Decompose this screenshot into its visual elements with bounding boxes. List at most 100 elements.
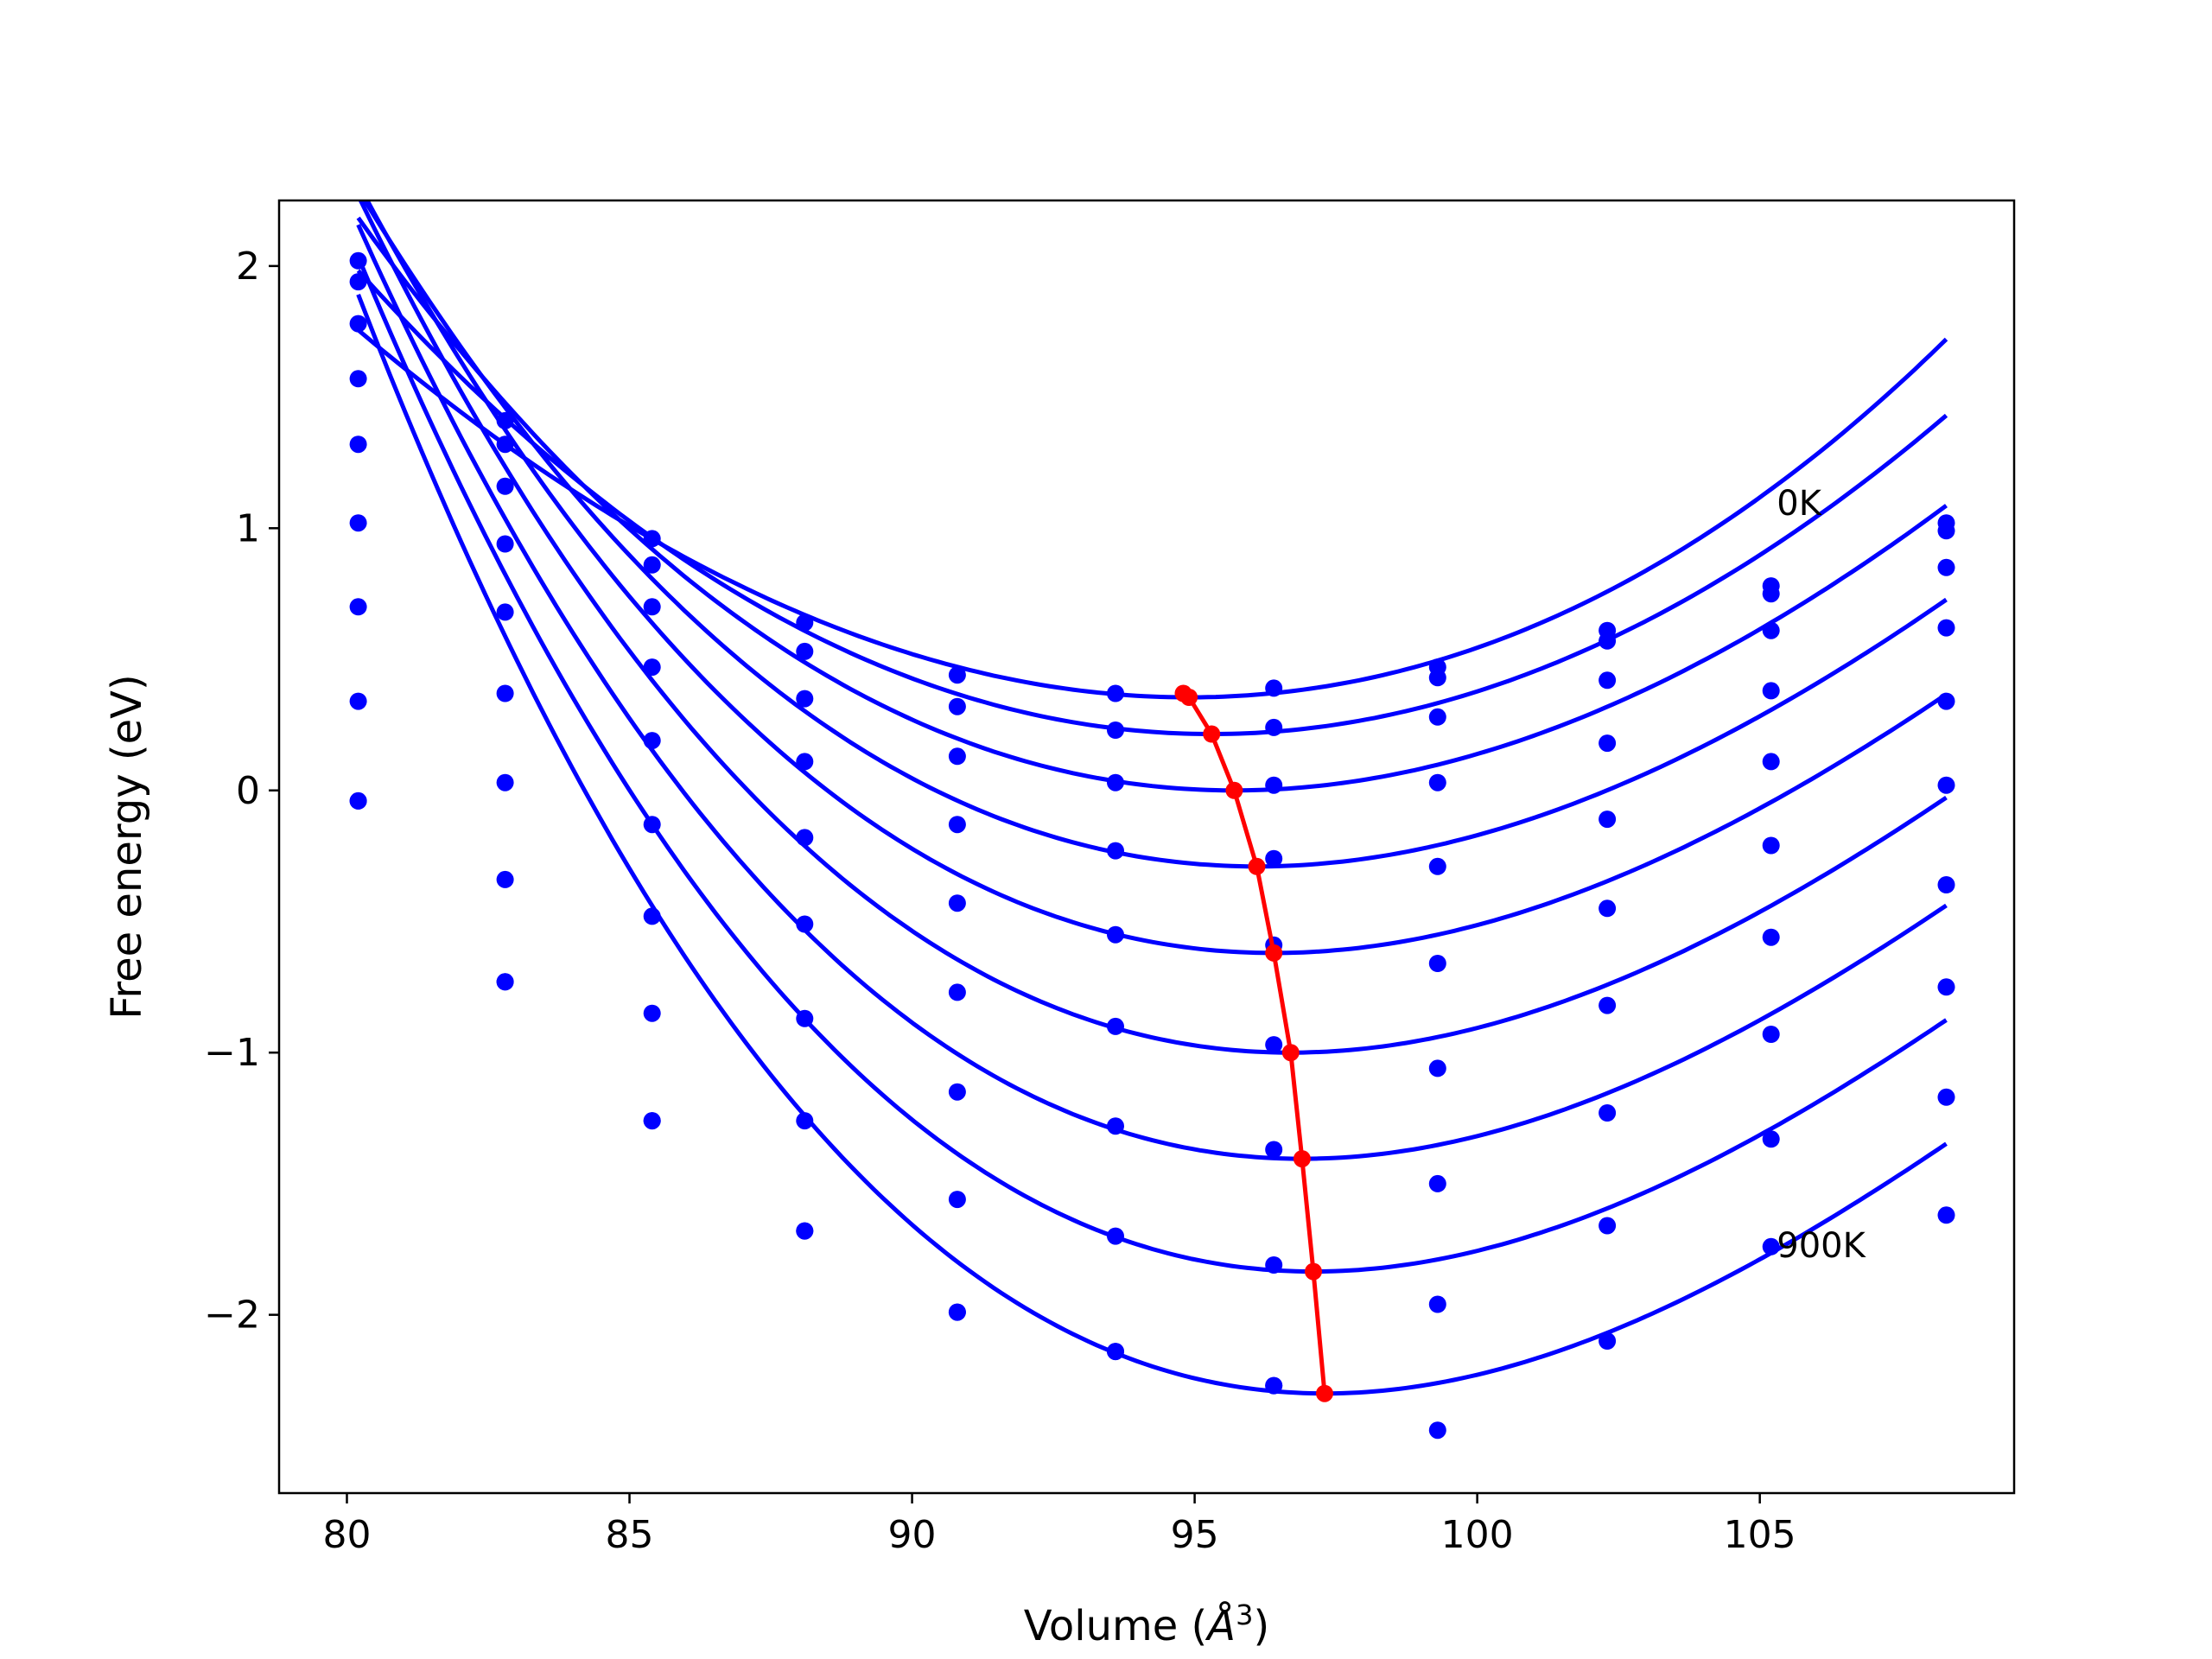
- fit-curve-5: [365, 200, 1948, 956]
- data-point-400K-5: [948, 894, 966, 912]
- data-point-900K-2: [496, 973, 514, 991]
- data-point-900K-9: [1599, 1332, 1617, 1350]
- data-point-300K-10: [1762, 682, 1780, 700]
- data-point-300K-3: [643, 658, 661, 677]
- data-point-100K-1: [349, 273, 367, 291]
- data-point-200K-10: [1762, 621, 1780, 639]
- data-point-600K-10: [1762, 928, 1780, 946]
- y-tick-label: 1: [236, 506, 260, 550]
- data-point-200K-5: [948, 747, 966, 766]
- y-tick-label: 2: [236, 245, 260, 289]
- data-point-900K-10: [1762, 1237, 1780, 1255]
- minima-line: [1174, 684, 1333, 1402]
- data-point-700K-3: [643, 1004, 661, 1022]
- data-point-100K-5: [948, 697, 966, 715]
- data-point-400K-4: [796, 829, 814, 847]
- data-point-0K-6: [1107, 684, 1124, 702]
- data-point-100K-7: [1265, 718, 1283, 736]
- data-point-900K-11: [1937, 1206, 1955, 1224]
- data-point-500K-1: [349, 514, 367, 532]
- data-point-600K-4: [796, 1009, 814, 1027]
- data-point-0K-4: [796, 613, 814, 632]
- x-tick-label: 105: [1724, 1513, 1796, 1557]
- data-point-500K-11: [1937, 776, 1955, 794]
- minima-path: [1182, 691, 1327, 1394]
- data-point-300K-4: [796, 753, 814, 771]
- data-point-300K-6: [1107, 842, 1124, 860]
- data-point-100K-9: [1599, 632, 1617, 650]
- data-point-900K-7: [1265, 1376, 1283, 1395]
- data-point-700K-10: [1762, 1026, 1780, 1043]
- minimum-point-8: [1293, 1150, 1311, 1168]
- data-point-600K-6: [1107, 1117, 1124, 1135]
- data-point-600K-7: [1265, 1141, 1283, 1159]
- data-point-900K-5: [948, 1303, 966, 1321]
- data-point-200K-2: [496, 477, 514, 495]
- y-axis-label: Free energy (eV): [103, 674, 151, 1019]
- fit-curve-3: [356, 216, 1948, 793]
- data-point-200K-1: [349, 315, 367, 333]
- data-point-400K-2: [496, 603, 514, 621]
- data-point-400K-9: [1599, 810, 1617, 829]
- data-point-500K-9: [1599, 899, 1617, 918]
- data-point-700K-11: [1937, 978, 1955, 996]
- data-point-100K-2: [496, 435, 514, 454]
- data-point-900K-6: [1107, 1343, 1124, 1361]
- data-point-700K-8: [1428, 1174, 1446, 1192]
- data-point-100K-8: [1428, 669, 1446, 687]
- x-axis-label-symbol: Å: [1205, 1601, 1236, 1650]
- minimum-point-4: [1225, 781, 1243, 799]
- curve-annotations: 0K 900K: [1777, 484, 1866, 1266]
- fit-curve-9: [356, 293, 1948, 1396]
- data-point-300K-7: [1265, 849, 1283, 868]
- data-point-500K-7: [1265, 1036, 1283, 1054]
- x-axis-label-prefix: Volume (: [1024, 1602, 1208, 1650]
- data-point-800K-10: [1762, 1130, 1780, 1148]
- x-axis-label-exponent: 3: [1236, 1599, 1253, 1631]
- data-point-900K-4: [796, 1222, 814, 1240]
- data-point-100K-6: [1107, 721, 1124, 739]
- data-point-900K-1: [349, 791, 367, 810]
- data-point-400K-8: [1428, 857, 1446, 875]
- fit-curve-6: [358, 200, 1948, 1055]
- data-point-800K-8: [1428, 1295, 1446, 1313]
- data-point-400K-11: [1937, 692, 1955, 710]
- data-point-300K-1: [349, 370, 367, 388]
- data-point-400K-6: [1107, 925, 1124, 944]
- data-point-300K-11: [1937, 619, 1955, 637]
- data-point-100K-4: [796, 642, 814, 660]
- data-point-0K-7: [1265, 679, 1283, 697]
- data-point-700K-6: [1107, 1227, 1124, 1245]
- data-point-300K-2: [496, 535, 514, 553]
- data-point-500K-8: [1428, 955, 1446, 972]
- data-point-700K-1: [349, 692, 367, 710]
- data-point-600K-2: [496, 773, 514, 791]
- data-point-300K-5: [948, 816, 966, 834]
- data-point-600K-11: [1937, 876, 1955, 893]
- data-point-0K-1: [349, 251, 367, 270]
- data-point-200K-8: [1428, 708, 1446, 726]
- fit-curve-7: [356, 224, 1948, 1161]
- data-point-500K-6: [1107, 1017, 1124, 1035]
- annotation-2: 900K: [1777, 1226, 1866, 1266]
- data-point-700K-9: [1599, 1104, 1617, 1122]
- data-point-100K-10: [1762, 585, 1780, 603]
- minimum-point-10: [1316, 1384, 1333, 1402]
- data-point-900K-8: [1428, 1421, 1446, 1440]
- data-point-200K-6: [1107, 773, 1124, 791]
- minimum-point-2: [1180, 689, 1198, 706]
- data-point-0K-5: [948, 666, 966, 684]
- data-point-800K-9: [1599, 1217, 1617, 1235]
- y-axis-ticks: −2 −1 0 1 2: [204, 245, 279, 1338]
- data-point-300K-8: [1428, 773, 1446, 791]
- data-point-0K-3: [643, 530, 661, 548]
- minimum-point-6: [1265, 944, 1283, 962]
- data-point-700K-7: [1265, 1256, 1283, 1274]
- data-point-400K-10: [1762, 753, 1780, 771]
- x-axis-label-suffix: ): [1253, 1602, 1269, 1650]
- data-point-600K-9: [1599, 996, 1617, 1014]
- x-tick-label: 95: [1171, 1513, 1219, 1557]
- y-tick-label: 0: [236, 769, 260, 813]
